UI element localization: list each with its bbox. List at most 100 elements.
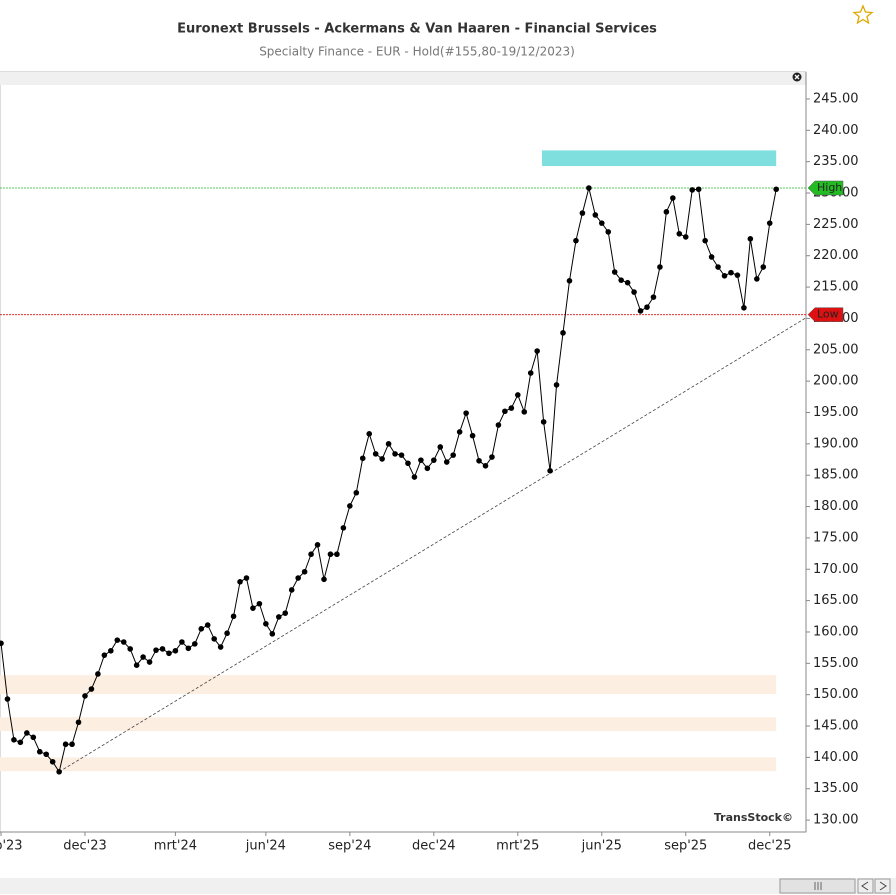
price-point <box>56 769 62 775</box>
axis-layer: 130.00 135.00 140.00 145.00 150.00 155.00 160.… <box>0 91 859 853</box>
scroll-grip[interactable] <box>814 882 822 890</box>
x-tick-label: dec'25 <box>748 839 792 854</box>
price-point <box>637 308 644 314</box>
price-point <box>237 579 243 585</box>
price-point <box>618 277 624 283</box>
price-point <box>282 610 289 616</box>
price-point <box>88 686 95 692</box>
x-tick-label: jun'24 <box>245 839 286 854</box>
scroll-left[interactable] <box>857 878 874 894</box>
x-tick-label: jun'25 <box>581 839 622 854</box>
price-point <box>540 419 547 425</box>
price-point <box>114 637 121 643</box>
price-point <box>4 696 11 702</box>
high-tag <box>807 180 844 196</box>
price-point <box>456 429 463 435</box>
price-point <box>682 234 689 240</box>
price-point <box>502 408 508 415</box>
price-point <box>747 235 754 242</box>
price-point <box>579 210 586 216</box>
watermark: TransStock© <box>714 811 793 824</box>
price-point <box>366 431 373 437</box>
x-tick-label: mrt'24 <box>154 839 197 854</box>
price-point <box>269 631 276 637</box>
price-point <box>553 382 560 388</box>
plot-layer <box>0 150 806 775</box>
price-point <box>69 741 75 748</box>
price-point <box>411 474 418 480</box>
price-point <box>75 719 82 726</box>
price-point <box>192 641 198 647</box>
price-point <box>179 639 185 645</box>
price-point <box>243 575 250 581</box>
price-point <box>592 212 599 218</box>
price-point <box>644 304 650 310</box>
support-zone <box>0 675 777 695</box>
price-point <box>230 613 237 620</box>
price-point <box>754 276 760 282</box>
price-point <box>146 659 153 665</box>
price-point <box>385 441 392 447</box>
price-point <box>663 209 670 215</box>
price-point <box>82 693 88 699</box>
price-point <box>36 748 43 755</box>
scroll-track[interactable] <box>0 878 896 894</box>
price-point <box>0 640 4 647</box>
price-point <box>327 551 334 558</box>
plot-header <box>0 72 806 85</box>
y-tick-label: 195.00 <box>813 405 859 420</box>
y-tick-label: 205.00 <box>813 342 859 357</box>
y-tick-label: 180.00 <box>813 499 859 514</box>
price-point <box>657 264 663 270</box>
price-point <box>689 187 696 193</box>
y-tick-label: 185.00 <box>813 468 859 483</box>
price-point <box>773 186 779 193</box>
price-point <box>62 741 69 748</box>
favorite-star[interactable] <box>852 4 874 25</box>
price-point <box>418 457 424 463</box>
scrollbar[interactable] <box>0 878 896 894</box>
price-point <box>469 432 476 439</box>
price-point <box>508 405 515 411</box>
price-point <box>275 614 282 620</box>
price-point <box>702 237 708 244</box>
y-tick-label: 160.00 <box>813 624 859 639</box>
price-point <box>760 264 767 270</box>
price-point <box>611 269 618 275</box>
y-tick-label: 145.00 <box>813 719 859 734</box>
price-point <box>547 468 553 474</box>
price-point <box>424 465 431 472</box>
price-point <box>721 272 728 279</box>
price-point <box>24 730 30 736</box>
price-point <box>398 452 405 458</box>
x-tick-label: sep'24 <box>328 839 371 854</box>
price-point <box>198 626 205 632</box>
price-point <box>670 195 676 201</box>
price-point <box>450 452 457 458</box>
price-point <box>217 644 224 650</box>
scroll-right[interactable] <box>874 878 891 894</box>
close-button[interactable] <box>792 72 802 82</box>
x-tick-label: sep'23 <box>0 839 23 854</box>
support-zone <box>0 717 777 732</box>
price-point <box>534 348 540 354</box>
y-tick-label: 135.00 <box>813 781 859 796</box>
price-point <box>728 269 734 276</box>
y-tick-label: 220.00 <box>813 248 859 263</box>
price-point <box>353 489 360 496</box>
close-cross[interactable] <box>794 74 800 80</box>
price-point <box>734 272 741 278</box>
target-zone <box>542 150 777 167</box>
price-point <box>741 304 747 311</box>
price-point <box>256 600 263 607</box>
price-point <box>204 622 211 628</box>
price-point <box>30 734 37 741</box>
y-tick-label: 190.00 <box>813 436 859 451</box>
price-point <box>159 646 166 652</box>
price-point <box>301 568 308 575</box>
y-tick-label: 155.00 <box>813 656 859 671</box>
price-point <box>515 392 521 398</box>
price-point <box>437 444 444 450</box>
scroll-arrows[interactable] <box>861 881 887 891</box>
price-point <box>605 229 612 235</box>
